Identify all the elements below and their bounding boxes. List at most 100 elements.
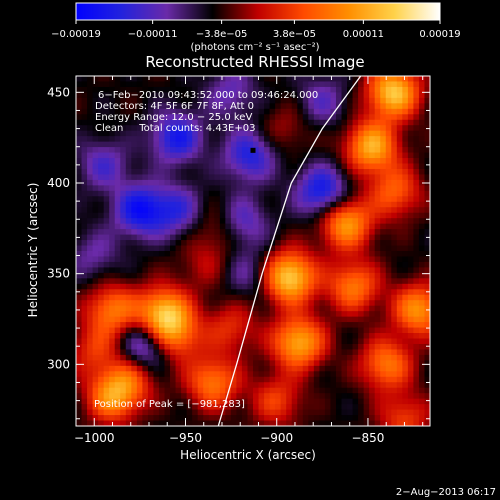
heatmap-cell: [302, 234, 309, 241]
heatmap-cell: [324, 179, 331, 186]
heatmap-cell: [153, 365, 160, 372]
heatmap-cell: [92, 349, 99, 356]
heatmap-cell: [319, 201, 326, 208]
heatmap-cell: [396, 158, 403, 164]
heatmap-cell: [247, 97, 254, 104]
heatmap-cell: [369, 371, 376, 378]
heatmap-cell: [407, 382, 414, 389]
heatmap-cell: [413, 218, 420, 225]
heatmap-cell: [175, 168, 182, 175]
heatmap-cell: [275, 141, 282, 148]
heatmap-cell: [402, 97, 409, 104]
heatmap-cell: [103, 229, 110, 235]
heatmap-cell: [347, 338, 353, 345]
heatmap-cell: [131, 76, 138, 82]
heatmap-cell: [347, 81, 353, 88]
colorbar-tick-label: 0.00011: [343, 29, 384, 40]
heatmap-cell: [214, 114, 221, 121]
heatmap-cell: [396, 256, 403, 263]
heatmap-cell: [286, 125, 293, 132]
heatmap-cell: [291, 322, 298, 328]
heatmap-cell: [120, 136, 127, 143]
heatmap-cell: [385, 261, 392, 268]
heatmap-cell: [402, 212, 409, 219]
heatmap-cell: [225, 338, 232, 345]
heatmap-cell: [103, 256, 110, 263]
heatmap-cell: [120, 229, 127, 235]
heatmap-cell: [308, 382, 315, 389]
heatmap-cell: [308, 76, 315, 82]
heatmap-cell: [103, 240, 110, 246]
heatmap-cell: [374, 212, 381, 219]
heatmap-cell: [369, 322, 376, 328]
heatmap-cell: [153, 261, 160, 268]
heatmap-cell: [125, 179, 132, 186]
heatmap-cell: [98, 256, 105, 263]
heatmap-cell: [98, 223, 105, 230]
heatmap-cell: [286, 223, 293, 230]
heatmap-cell: [275, 218, 282, 225]
heatmap-cell: [275, 76, 282, 82]
heatmap-cell: [225, 196, 232, 203]
heatmap-cell: [341, 283, 348, 290]
heatmap-cell: [81, 76, 88, 82]
heatmap-cell: [142, 360, 149, 367]
heatmap-cell: [76, 327, 82, 334]
heatmap-cell: [219, 283, 226, 290]
heatmap-cell: [164, 114, 171, 121]
heatmap-cell: [324, 311, 331, 318]
heatmap-cell: [424, 382, 430, 389]
heatmap-cell: [158, 294, 165, 301]
heatmap-cell: [413, 365, 420, 372]
heatmap-cell: [275, 398, 282, 405]
heatmap-cell: [230, 289, 237, 296]
heatmap-cell: [324, 333, 331, 339]
heatmap-cell: [247, 404, 254, 410]
heatmap-cell: [341, 108, 348, 115]
heatmap-cell: [81, 316, 88, 323]
heatmap-cell: [308, 305, 315, 312]
heatmap-cell: [181, 376, 188, 383]
heatmap-cell: [264, 300, 270, 307]
heatmap-cell: [258, 376, 265, 383]
heatmap-cell: [153, 371, 160, 378]
heatmap-cell: [120, 168, 127, 175]
heatmap-cell: [131, 130, 138, 137]
heatmap-cell: [424, 240, 430, 246]
heatmap-cell: [236, 201, 243, 208]
heatmap-cell: [363, 300, 370, 307]
heatmap-cell: [136, 223, 143, 230]
heatmap-cell: [142, 179, 149, 186]
heatmap-cell: [308, 223, 315, 230]
heatmap-cell: [286, 207, 293, 214]
heatmap-cell: [192, 333, 199, 339]
heatmap-cell: [341, 223, 348, 230]
heatmap-cell: [181, 382, 188, 389]
heatmap-cell: [402, 398, 409, 405]
heatmap-cell: [131, 360, 138, 367]
heatmap-cell: [170, 147, 176, 153]
heatmap-cell: [297, 261, 304, 268]
heatmap-cell: [131, 185, 138, 192]
heatmap-cell: [203, 158, 210, 164]
heatmap-cell: [120, 272, 127, 279]
heatmap-cell: [352, 223, 359, 230]
heatmap-cell: [230, 229, 237, 235]
heatmap-cell: [418, 256, 425, 263]
heatmap-cell: [402, 289, 409, 296]
heatmap-cell: [241, 201, 248, 208]
heatmap-cell: [158, 387, 165, 394]
heatmap-cell: [76, 420, 82, 426]
heatmap-cell: [385, 354, 392, 361]
heatmap-cell: [275, 256, 282, 263]
heatmap-cell: [258, 174, 265, 181]
heatmap-cell: [341, 81, 348, 88]
heatmap-cell: [341, 354, 348, 361]
heatmap-cell: [291, 393, 298, 400]
heatmap-cell: [92, 240, 99, 246]
heatmap-cell: [131, 190, 138, 197]
heatmap-cell: [98, 179, 105, 186]
heatmap-cell: [253, 125, 259, 132]
heatmap-cell: [369, 179, 376, 186]
heatmap-cell: [302, 404, 309, 410]
